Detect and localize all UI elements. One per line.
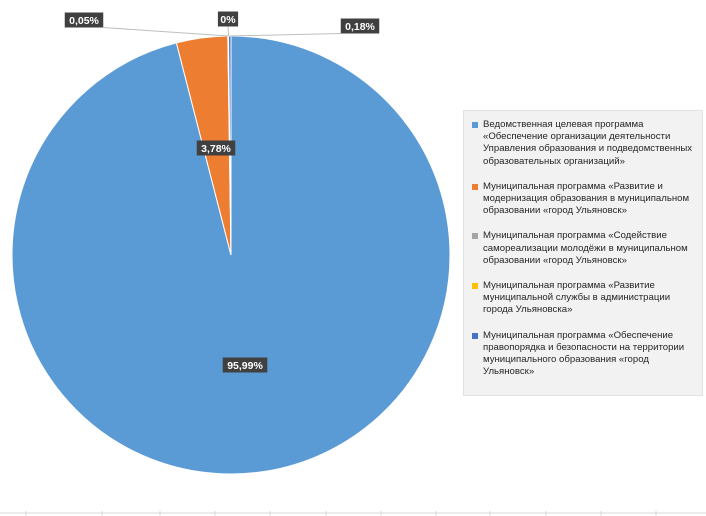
legend-item[interactable]: Муниципальная программа «Содействие само… xyxy=(470,230,696,267)
data-label-box xyxy=(217,11,239,27)
pie-slices xyxy=(11,35,451,475)
leader-line xyxy=(103,27,229,37)
data-label: 0,05% xyxy=(69,15,99,27)
legend-label: Муниципальная программа «Развитие муници… xyxy=(483,280,671,316)
legend-swatch-icon xyxy=(472,183,478,190)
legend-item[interactable]: Муниципальная программа «Обеспечение пра… xyxy=(470,330,696,379)
data-labels: 95,99% 3,78% 0,05% 0% 0,18% xyxy=(64,11,380,373)
legend-item[interactable]: Муниципальная программа «Развитие муници… xyxy=(470,280,696,317)
legend-label: Муниципальная программа «Развитие и моде… xyxy=(483,180,690,217)
legend-swatch-icon xyxy=(472,233,478,240)
data-label-box xyxy=(340,18,380,34)
data-label-box xyxy=(222,357,268,373)
data-label: 3,78% xyxy=(201,143,231,155)
leader-lines xyxy=(103,26,341,37)
legend-swatch-icon xyxy=(472,122,478,128)
data-label: 95,99% xyxy=(227,360,263,372)
legend-swatch-icon xyxy=(472,283,478,290)
legend-label: Муниципальная программа «Содействие само… xyxy=(483,230,688,266)
leader-line xyxy=(229,33,341,37)
legend-label: Муниципальная программа «Обеспечение пра… xyxy=(483,329,685,378)
leader-line xyxy=(227,26,230,37)
legend-item[interactable]: Муниципальная программа «Развитие и моде… xyxy=(470,181,696,218)
legend-label: Ведомственная целевая программа «Обеспеч… xyxy=(483,119,693,167)
data-label: 0,18% xyxy=(345,21,375,33)
legend-item[interactable]: Ведомственная целевая программа «Обеспеч… xyxy=(470,119,696,168)
bottom-axis-ticks xyxy=(0,511,706,516)
data-label-box xyxy=(64,12,104,28)
legend-swatch-icon xyxy=(472,332,478,339)
legend: Ведомственная целевая программа «Обеспеч… xyxy=(463,110,703,396)
data-label: 0% xyxy=(220,14,236,26)
data-label-box xyxy=(196,140,236,156)
